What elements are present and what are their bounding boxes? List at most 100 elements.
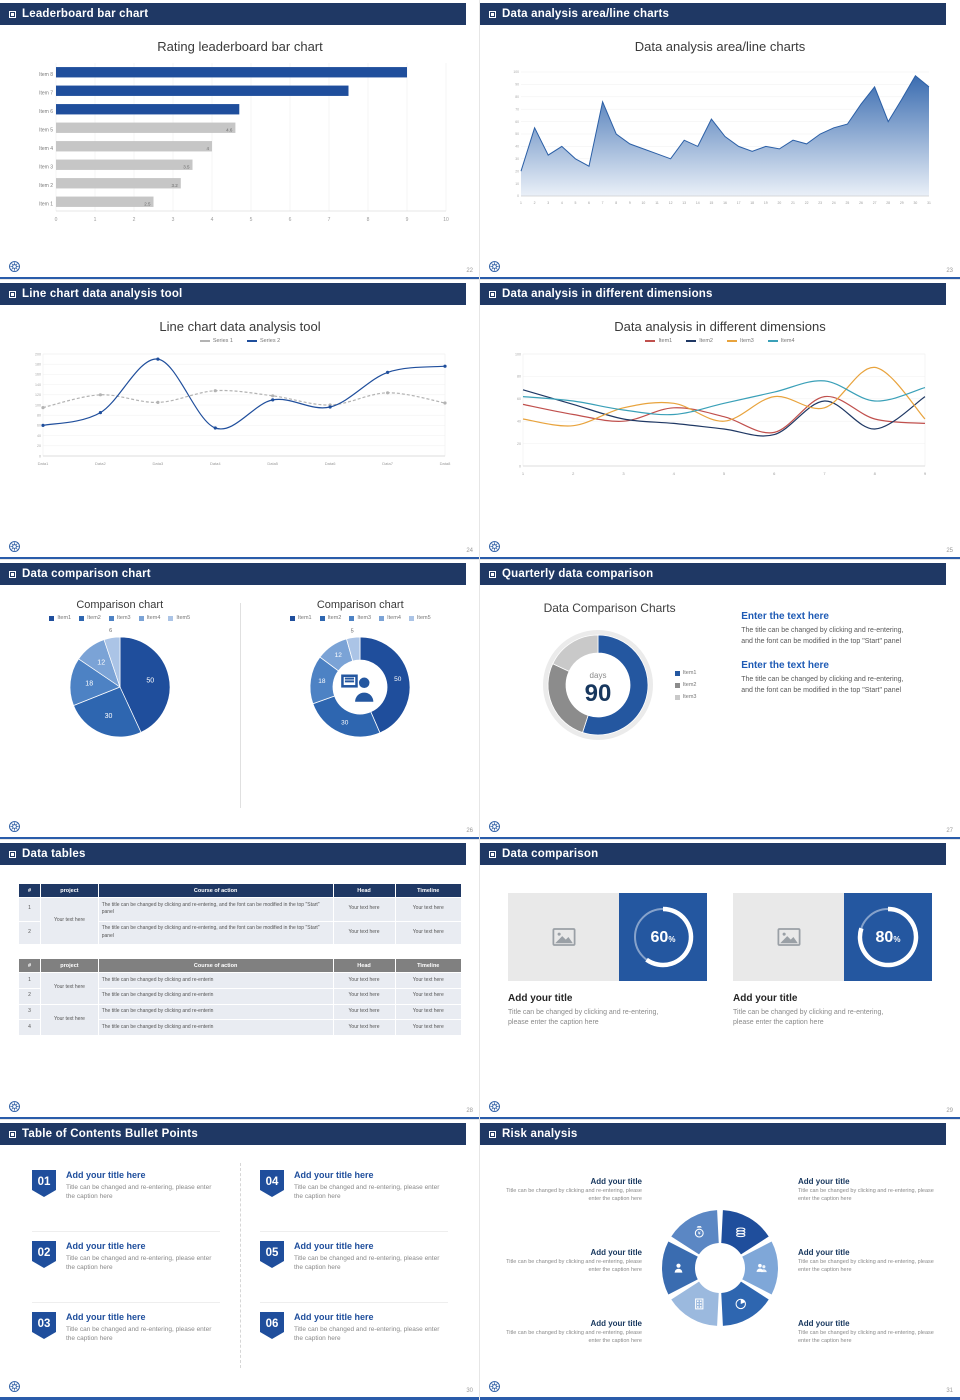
logo-icon	[489, 1381, 500, 1392]
svg-text:Data5: Data5	[267, 461, 278, 466]
legend-item: Item2	[674, 682, 696, 688]
progress-ring-60: 60%	[634, 906, 694, 968]
svg-text:30: 30	[104, 713, 112, 720]
svg-text:Data8: Data8	[440, 461, 451, 466]
slide-header: Quarterly data comparison	[480, 563, 946, 585]
svg-text:5: 5	[723, 471, 726, 476]
series2-swatch-icon	[247, 340, 257, 342]
risk-caption: Title can be changed by clicking and re-…	[506, 1259, 642, 1273]
legend-label: Item5	[176, 615, 191, 621]
toc-divider	[240, 1163, 241, 1368]
logo-icon	[489, 821, 500, 832]
slide-body: 01 Add your title here Title can be chang…	[0, 1147, 480, 1380]
item1-swatch-icon	[645, 340, 656, 342]
slide-header-title: Data comparison chart	[22, 568, 151, 580]
slide-header-title: Quarterly data comparison	[502, 568, 654, 580]
svg-text:Item 6: Item 6	[39, 109, 53, 115]
bottom-accent-line	[0, 1397, 480, 1400]
chart-title: Data Comparison Charts	[543, 601, 676, 615]
bottom-accent-line	[0, 1117, 480, 1120]
legend-label: Item3	[682, 694, 697, 700]
chart-title: Line chart data analysis tool	[159, 319, 321, 334]
chart-title: Data analysis in different dimensions	[614, 319, 826, 334]
block-heading: Enter the text here	[741, 611, 829, 622]
toc-caption: Title can be changed and re-entering, pl…	[294, 1326, 440, 1343]
logo-icon	[489, 1381, 500, 1392]
two-series-line-chart: 0 20 40 60 80 100 120 140 160 180 200 Data1 Data2 Dat…	[35, 352, 451, 466]
comparison-donut-chart: 50 30 18 12 5	[309, 629, 411, 738]
table-cell: The title can be changed by clicking and…	[97, 972, 334, 989]
svg-text:8: 8	[615, 201, 617, 205]
slide-dimensions-line-chart: Data analysis in different dimensions Da…	[479, 279, 960, 561]
table-cell: Your text here	[394, 1019, 463, 1036]
header-bullet-icon	[489, 290, 496, 298]
svg-text:6: 6	[773, 471, 776, 476]
svg-text:100: 100	[513, 70, 519, 74]
chart-legend: Item1 Item2 Item3 Item4 Item5	[289, 615, 431, 621]
page-number: 23	[946, 268, 953, 274]
svg-text:3: 3	[172, 217, 175, 223]
chart-title: Data analysis area/line charts	[634, 39, 806, 54]
svg-text:18: 18	[85, 681, 93, 688]
svg-text:Item 4: Item 4	[39, 146, 53, 152]
table-cell: The title can be changed by clicking and…	[97, 1003, 334, 1021]
item3-swatch-icon	[727, 340, 737, 342]
building-icon	[695, 1297, 704, 1309]
table-row: 3 Your text here The title can be changed …	[17, 1003, 463, 1036]
svg-text:31: 31	[927, 201, 931, 205]
svg-text:2: 2	[572, 471, 575, 476]
svg-text:100: 100	[515, 352, 521, 356]
table-cell: Your text here	[40, 897, 99, 945]
logo-icon	[489, 541, 500, 552]
project-table-blue: # project Course of action Head Timeline 1 You…	[17, 883, 463, 945]
page-number: 28	[466, 1108, 473, 1114]
svg-text:60: 60	[517, 397, 521, 401]
item3-swatch-icon	[674, 694, 680, 700]
svg-text:27: 27	[873, 201, 877, 205]
legend-item: Item1	[674, 670, 696, 676]
risk-caption: Title can be changed by clicking and re-…	[798, 1188, 934, 1202]
svg-text:30: 30	[341, 719, 349, 726]
svg-text:1: 1	[94, 217, 97, 223]
toc-caption: Title can be changed and re-entering, pl…	[294, 1255, 440, 1272]
svg-text:15: 15	[710, 201, 714, 205]
slide-body: Data analysis area/line charts 0 10 20 30 40…	[480, 27, 960, 260]
table-header-cell: Head	[332, 958, 396, 973]
table-cell: Your text here	[332, 972, 396, 989]
svg-text:5: 5	[574, 201, 576, 205]
card-title: Add your title	[508, 993, 573, 1004]
page-number: 22	[466, 268, 473, 274]
svg-text:Item 1: Item 1	[39, 201, 53, 207]
risk-caption: Title can be changed by clicking and re-…	[506, 1330, 642, 1344]
comparison-card: 80% Add your title Title can be changed …	[733, 893, 932, 1028]
svg-text:29: 29	[900, 201, 904, 205]
toc-title: Add your title here	[294, 1312, 374, 1322]
slide-header-title: Risk analysis	[502, 1128, 578, 1140]
logo-icon	[9, 1101, 20, 1112]
risk-item: Add your title Title can be changed by cl…	[798, 1319, 946, 1345]
svg-text:6: 6	[289, 217, 292, 223]
text-block: Enter the text here The title can be cha…	[741, 660, 938, 696]
legend-item: Item3	[349, 615, 371, 621]
risk-title: Add your title	[590, 1319, 642, 1329]
table-header-cell: #	[17, 958, 42, 973]
legend-label: Item3	[357, 615, 372, 621]
legend-label: Series 1	[212, 338, 233, 344]
slide-body: Line chart data analysis tool Series 1 S…	[0, 307, 480, 540]
chart-title: Rating leaderboard bar chart	[157, 39, 323, 54]
legend-item: Item3	[674, 694, 697, 700]
svg-text:16: 16	[723, 201, 727, 205]
table-row: 1 Your text here The title can be changed …	[17, 972, 463, 1005]
toc-title: Add your title here	[294, 1241, 374, 1251]
legend-item: Item1	[645, 338, 672, 344]
money-bag-icon: ¥	[694, 1225, 704, 1238]
slide-body: # project Course of action Head Timeline 1 You…	[0, 867, 480, 1100]
svg-text:20: 20	[37, 444, 41, 448]
svg-text:2: 2	[133, 217, 136, 223]
progress-ring-80: 80%	[857, 906, 919, 968]
svg-text:7: 7	[328, 217, 331, 223]
legend-item: Item4	[379, 615, 401, 621]
slide-body: 60% Add your title Title can be changed …	[480, 867, 960, 1100]
table-cell: 2	[17, 920, 42, 945]
slide-quarterly-comparison: Quarterly data comparison Data Compariso…	[479, 559, 960, 841]
